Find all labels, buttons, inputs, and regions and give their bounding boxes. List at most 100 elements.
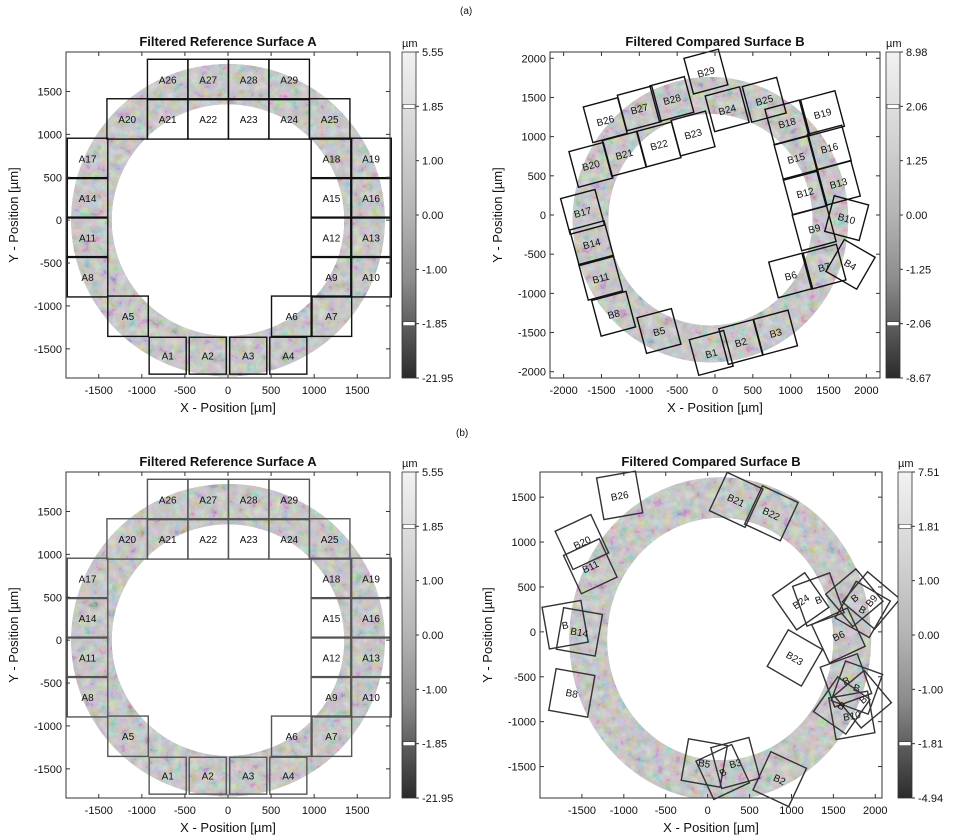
box-label: A26: [159, 75, 177, 86]
box-outline: [270, 295, 313, 338]
marker-box-b: B: [791, 572, 845, 627]
box-label: A5: [122, 732, 135, 743]
x-tick-label: 0: [225, 805, 231, 817]
box-outline: [66, 636, 109, 679]
box-label: A3: [242, 352, 255, 363]
marker-box-a25: A25: [308, 98, 351, 140]
box-outline: [704, 85, 750, 133]
marker-box-b3: B3: [752, 309, 799, 356]
marker-box-b5: B5: [680, 737, 729, 788]
box-outline: [350, 137, 392, 180]
box-outline: [766, 628, 824, 687]
marker-box-b5: B5: [636, 307, 682, 355]
x-tick-label: 1500: [816, 385, 840, 397]
box-label: A19: [362, 574, 380, 585]
box-label: A4: [282, 772, 295, 783]
x-tick-label: 1500: [821, 805, 845, 817]
colorbar-unit: µm: [886, 38, 902, 50]
box-label: A3: [242, 772, 255, 783]
y-tick-label: -1500: [34, 764, 62, 776]
box-outline: [310, 137, 353, 180]
box-label: B5: [697, 758, 711, 771]
box-outline: [824, 238, 877, 291]
box-outline: [782, 169, 828, 216]
box-outline: [66, 176, 109, 219]
marker-box-b: B: [819, 652, 873, 708]
box-outline: [107, 715, 149, 758]
box-outline: [66, 675, 109, 718]
y-tick-label: 500: [44, 592, 62, 604]
x-tick-label: -500: [174, 805, 196, 817]
box-label: A23: [240, 535, 258, 546]
marker-box-a6: A6: [270, 295, 313, 338]
marker-box-a4: A4: [269, 756, 308, 795]
box-label: A5: [122, 312, 135, 323]
colorbar-unit: µm: [402, 38, 418, 50]
y-tick-label: -1000: [34, 721, 62, 733]
marker-box-b1: B1: [688, 329, 735, 377]
marker-box-a13: A13: [350, 216, 392, 259]
x-tick-label: -1500: [568, 805, 596, 817]
y-axis-label: Y - Position [µm]: [6, 587, 21, 682]
box-outline: [148, 336, 187, 375]
box-outline: [350, 596, 392, 639]
box-outline: [636, 307, 682, 355]
label-a: (a): [460, 6, 472, 17]
box-label: A25: [321, 115, 339, 126]
marker-box-a14: A14: [66, 596, 109, 639]
box-label: A21: [159, 535, 177, 546]
box-outline: [708, 471, 764, 529]
box-outline: [554, 513, 610, 571]
colorbar-tick-label: 0.00: [422, 210, 443, 222]
colorbar-tick-label: -1.85: [422, 739, 447, 751]
box-label: B10: [842, 710, 862, 724]
box-label: A19: [362, 154, 380, 165]
x-axis-label: X - Position [µm]: [180, 820, 276, 835]
colorbar-tick-label: -1.25: [906, 264, 931, 276]
x-tick-label: -1000: [610, 805, 638, 817]
box-label: A6: [286, 312, 299, 323]
colorbar-gradient: [885, 51, 901, 379]
box-outline: [555, 606, 604, 657]
box-outline: [683, 48, 729, 95]
box-label: A10: [362, 693, 380, 704]
box-outline: [270, 715, 313, 758]
box-label: B: [851, 683, 861, 696]
box-label: B25: [755, 94, 775, 109]
colorbar-tick-label: 2.06: [906, 101, 927, 113]
box-label: B28: [662, 93, 682, 108]
colorbar-tick-label: -21.95: [422, 373, 453, 385]
y-tick-label: -500: [40, 258, 62, 270]
box-label: A1: [162, 352, 175, 363]
y-tick-label: 1500: [522, 92, 546, 104]
colorbar-tick-label: -1.81: [918, 739, 943, 751]
colorbar-tick-label: 1.85: [422, 101, 443, 113]
marker-box-a9: A9: [310, 255, 353, 298]
box-outline: [350, 216, 392, 259]
box-outline: [148, 756, 187, 795]
panel-a-right: B1 B2 B3 B4 B5 B6 B7 B8 B9 B10 B11 B12 B13 B14 B15 B16 B…: [490, 34, 931, 415]
marker-box-a17: A17: [66, 137, 109, 180]
box-outline: [269, 756, 308, 795]
box-label: B14: [569, 626, 589, 640]
marker-box-b7: B7: [801, 243, 847, 290]
box-outline: [107, 295, 149, 338]
box-label: B14: [582, 237, 602, 252]
box-outline: [350, 557, 392, 600]
marker-box-b10: B10: [823, 194, 870, 242]
box-label: B26: [610, 490, 630, 504]
colorbar-threshold-marker: [402, 321, 416, 326]
box-label: A26: [159, 495, 177, 506]
marker-box-b10: B10: [827, 690, 876, 741]
x-tick-label: -1000: [625, 385, 653, 397]
y-tick-label: -1500: [508, 762, 536, 774]
marker-box-a12: A12: [310, 216, 353, 259]
marker-box-b: B: [830, 660, 884, 716]
box-label: A13: [362, 233, 380, 244]
y-axis-label: Y - Position [µm]: [6, 167, 21, 262]
y-axis-label: Y - Position [µm]: [480, 587, 495, 682]
x-tick-label: 1500: [345, 385, 369, 397]
marker-box-b24: B24: [704, 85, 750, 133]
marker-box-a16: A16: [350, 176, 392, 219]
